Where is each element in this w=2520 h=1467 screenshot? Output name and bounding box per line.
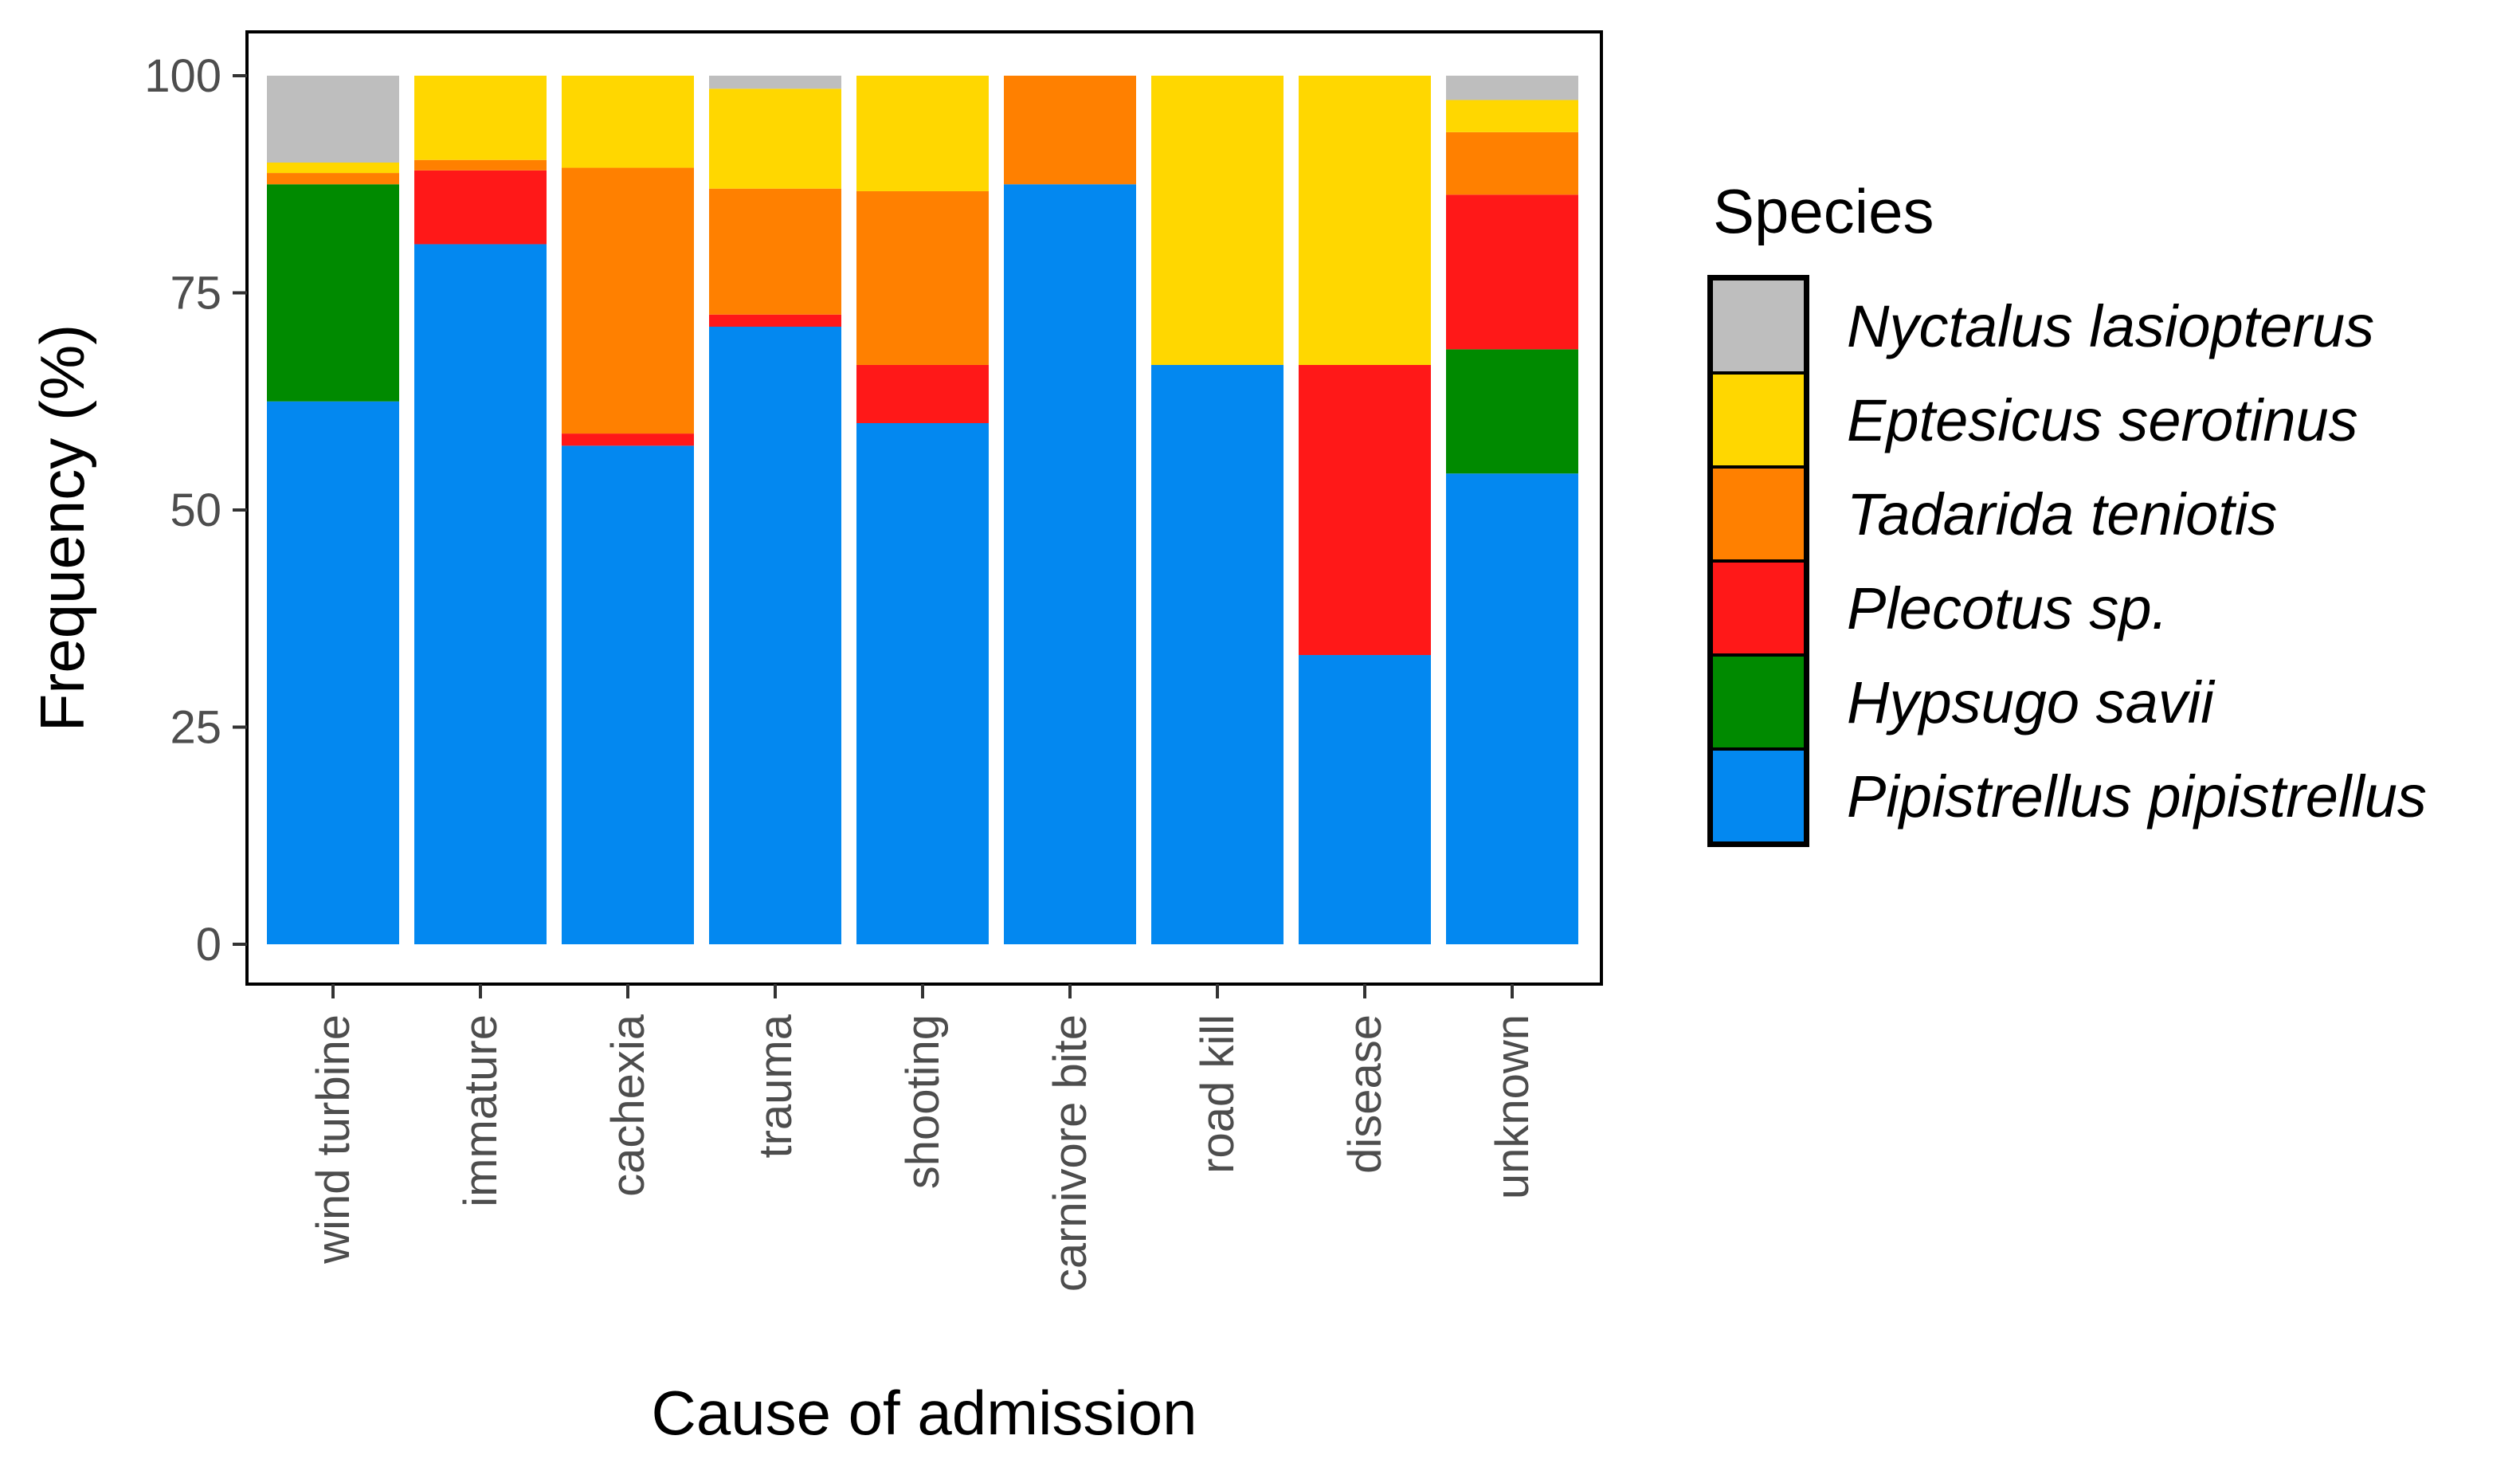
x-axis-title: Cause of admission	[651, 1378, 1197, 1448]
bar-wind-turbine-nyctalus-lasiopterus	[267, 76, 399, 163]
bar-wind-turbine-tadarida-teniotis	[267, 173, 399, 185]
legend-swatch-hypsugo-savii	[1710, 653, 1807, 751]
legend-label-hypsugo-savii: Hypsugo savii	[1847, 669, 2216, 735]
bar-carnivore-bite-tadarida-teniotis	[1004, 76, 1136, 185]
legend-label-eptesicus-serotinus: Eptesicus serotinus	[1847, 387, 2358, 453]
bar-shooting-eptesicus-serotinus	[856, 76, 989, 191]
legend-label-plecotus-sp: Plecotus sp.	[1847, 575, 2168, 641]
bar-unknown-eptesicus-serotinus	[1446, 100, 1578, 132]
x-tick-label-immature: immature	[455, 1014, 507, 1207]
legend-label-pipistrellus-pipistrellus: Pipistrellus pipistrellus	[1847, 763, 2427, 830]
bar-immature-eptesicus-serotinus	[414, 76, 547, 160]
x-tick-label-trauma: trauma	[750, 1014, 801, 1158]
bar-unknown-pipistrellus-pipistrellus	[1446, 473, 1578, 944]
bar-trauma-plecotus-sp	[709, 314, 841, 328]
legend-label-tadarida-teniotis: Tadarida teniotis	[1847, 481, 2277, 547]
bar-shooting-tadarida-teniotis	[856, 190, 989, 365]
x-axis: wind turbine immature cachexia trauma shooti…	[308, 984, 1538, 1292]
bar-disease-pipistrellus-pipistrellus	[1299, 655, 1431, 944]
x-tick-label-disease: disease	[1339, 1014, 1391, 1174]
bar-cachexia-pipistrellus-pipistrellus	[562, 445, 694, 944]
bar-cachexia-eptesicus-serotinus	[562, 76, 694, 168]
bar-disease-plecotus-sp	[1299, 364, 1431, 656]
bar-disease-eptesicus-serotinus	[1299, 76, 1431, 365]
bar-wind-turbine-eptesicus-serotinus	[267, 163, 399, 174]
bar-unknown-plecotus-sp	[1446, 194, 1578, 350]
x-tick-label-carnivore-bite: carnivore bite	[1044, 1014, 1096, 1292]
legend: Species Nyctalus lasiopterus Eptesicus se…	[1707, 176, 2427, 847]
y-tick-label: 0	[196, 919, 221, 971]
bar-immature-tadarida-teniotis	[414, 159, 547, 171]
bar-immature-pipistrellus-pipistrellus	[414, 244, 547, 945]
bar-shooting-plecotus-sp	[856, 364, 989, 423]
y-tick-label: 25	[170, 702, 221, 754]
y-tick-label: 100	[144, 50, 221, 102]
x-tick-label-road-kill: road kill	[1192, 1014, 1244, 1174]
legend-swatch-tadarida-teniotis	[1710, 465, 1807, 563]
bar-trauma-pipistrellus-pipistrellus	[709, 327, 841, 944]
bar-road-kill-eptesicus-serotinus	[1151, 76, 1284, 365]
legend-swatch-plecotus-sp	[1710, 559, 1807, 657]
y-axis: 0 25 50 75 100	[144, 50, 247, 971]
bars-layer	[267, 76, 1578, 945]
x-tick-label-shooting: shooting	[897, 1014, 949, 1189]
bar-trauma-eptesicus-serotinus	[709, 88, 841, 189]
bar-unknown-hypsugo-savii	[1446, 349, 1578, 474]
bar-unknown-nyctalus-lasiopterus	[1446, 76, 1578, 100]
legend-label-nyctalus-lasiopterus: Nyctalus lasiopterus	[1847, 293, 2374, 359]
bar-cachexia-plecotus-sp	[562, 433, 694, 446]
x-tick-label-cachexia: cachexia	[602, 1014, 654, 1197]
x-tick-label-wind-turbine: wind turbine	[308, 1014, 359, 1265]
legend-swatch-eptesicus-serotinus	[1710, 371, 1807, 469]
bar-carnivore-bite-pipistrellus-pipistrellus	[1004, 184, 1136, 944]
bar-trauma-tadarida-teniotis	[709, 188, 841, 315]
bar-wind-turbine-hypsugo-savii	[267, 184, 399, 402]
legend-swatch-pipistrellus-pipistrellus	[1710, 747, 1807, 845]
bar-unknown-tadarida-teniotis	[1446, 131, 1578, 195]
bar-immature-plecotus-sp	[414, 170, 547, 245]
bar-wind-turbine-pipistrellus-pipistrellus	[267, 401, 399, 944]
legend-title: Species	[1713, 176, 1934, 246]
y-tick-label: 50	[170, 484, 221, 536]
legend-swatch-nyctalus-lasiopterus	[1710, 277, 1807, 375]
bar-shooting-pipistrellus-pipistrellus	[856, 423, 989, 944]
bar-road-kill-pipistrellus-pipistrellus	[1151, 364, 1284, 945]
x-tick-label-unknown: unknown	[1487, 1014, 1538, 1199]
bar-cachexia-tadarida-teniotis	[562, 167, 694, 434]
bar-trauma-nyctalus-lasiopterus	[709, 76, 841, 89]
y-axis-title: Frequency (%)	[27, 324, 97, 732]
y-tick-label: 75	[170, 268, 221, 320]
